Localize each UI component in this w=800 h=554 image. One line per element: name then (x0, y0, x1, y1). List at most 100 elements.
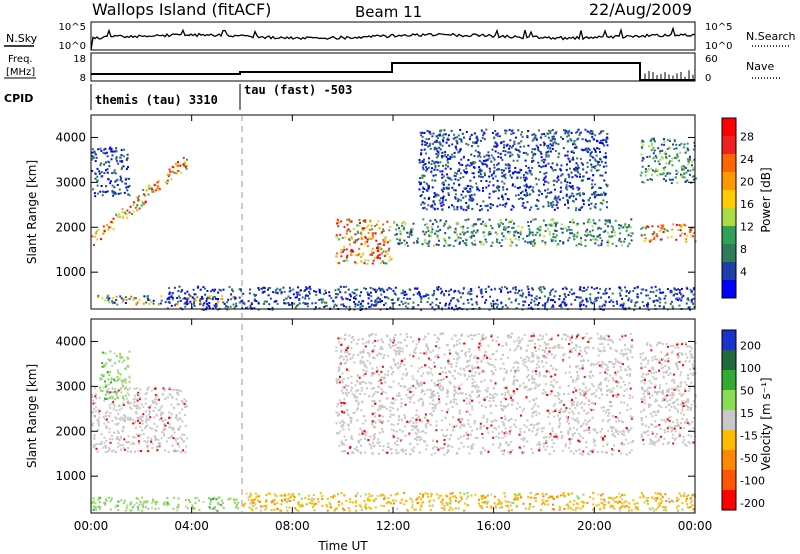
power-cell (531, 161, 533, 163)
power-cell (147, 186, 150, 189)
power-cell (614, 219, 617, 222)
power-cell (472, 161, 475, 164)
velocity-cell (209, 503, 212, 506)
power-cell (556, 206, 559, 209)
power-cell (438, 146, 441, 149)
velocity-cell (116, 504, 119, 507)
power-cell (367, 297, 370, 300)
power-cell (278, 289, 281, 291)
power-cell (424, 241, 427, 244)
power-cell (435, 152, 438, 155)
power-cell (685, 150, 688, 153)
power-cell (208, 306, 211, 309)
power-cell (564, 154, 567, 157)
power-cell (95, 232, 97, 235)
power-cell (472, 243, 475, 246)
power-cell (641, 144, 644, 147)
power-cell (421, 243, 424, 246)
power-cell (550, 203, 553, 206)
power-cell (570, 303, 573, 306)
velocity-cell (417, 501, 420, 504)
velocity-cell (105, 383, 108, 386)
power-cell (629, 226, 632, 229)
velocity-cell (691, 493, 694, 496)
power-cell (533, 133, 536, 136)
power-cell (351, 291, 354, 294)
velocity-cell (150, 439, 153, 442)
power-cell (479, 205, 482, 207)
power-cell (496, 179, 499, 182)
power-cell (540, 156, 543, 159)
power-cell (676, 154, 679, 157)
power-cell (471, 303, 474, 306)
velocity-cell (298, 493, 301, 496)
power-cell (147, 297, 149, 300)
power-cell (400, 292, 403, 295)
power-cell (582, 303, 585, 306)
power-cell (151, 190, 154, 193)
velocity-cell (95, 393, 97, 396)
power-cell (559, 186, 562, 189)
power-cell (588, 131, 591, 134)
power-cell (117, 192, 120, 195)
power-cell (424, 239, 427, 242)
power-cell (499, 135, 501, 138)
power-cell (654, 304, 656, 307)
power-cell (419, 182, 422, 184)
velocity-cell (270, 509, 273, 511)
power-cell (559, 168, 562, 171)
velocity-cell (209, 500, 212, 503)
velocity-cell (163, 427, 166, 430)
power-cell (494, 150, 497, 153)
power-cell (431, 301, 434, 304)
power-cell (481, 176, 484, 179)
power-cell (527, 291, 530, 294)
velocity-cell (520, 496, 523, 499)
power-cell (494, 231, 497, 234)
power-cell (442, 181, 445, 184)
power-cell (546, 147, 549, 150)
power-cell (196, 296, 199, 299)
power-cell (542, 158, 545, 161)
power-cell (112, 194, 115, 197)
power-cell (575, 198, 578, 201)
power-cell (599, 150, 601, 153)
power-cell (437, 307, 440, 310)
velocity-cell (567, 507, 570, 510)
velocity-cell (639, 496, 642, 499)
power-cell (512, 132, 515, 135)
power-cell (664, 294, 667, 297)
power-cell (447, 154, 449, 157)
power-cell (458, 138, 461, 140)
power-cell (621, 306, 624, 309)
power-cell (433, 244, 435, 247)
velocity-cell (428, 504, 431, 507)
power-cell (432, 132, 435, 135)
power-cell (688, 231, 691, 233)
power-cell (513, 140, 516, 143)
velocity-cell (276, 507, 279, 510)
power-cell (588, 177, 591, 180)
power-cell (503, 182, 506, 185)
power-cell (690, 229, 692, 232)
velocity-cell (429, 499, 432, 502)
power-cell (653, 232, 656, 235)
velocity-cell (164, 397, 167, 400)
power-cell (449, 155, 452, 158)
velocity-cell (249, 502, 252, 505)
power-cell (168, 296, 171, 299)
power-cell (433, 168, 436, 171)
power-cell (620, 226, 622, 229)
power-cell (427, 297, 430, 300)
velocity-cell (119, 435, 122, 438)
power-cell (96, 167, 99, 170)
velocity-cell (142, 405, 145, 408)
power-cell (446, 159, 449, 162)
power-cell (451, 156, 454, 159)
power-cell (462, 240, 465, 243)
power-cell (688, 228, 691, 231)
power-cell (466, 185, 469, 187)
power-cell (212, 296, 215, 299)
power-cell (120, 168, 123, 171)
velocity-cell (311, 497, 314, 500)
